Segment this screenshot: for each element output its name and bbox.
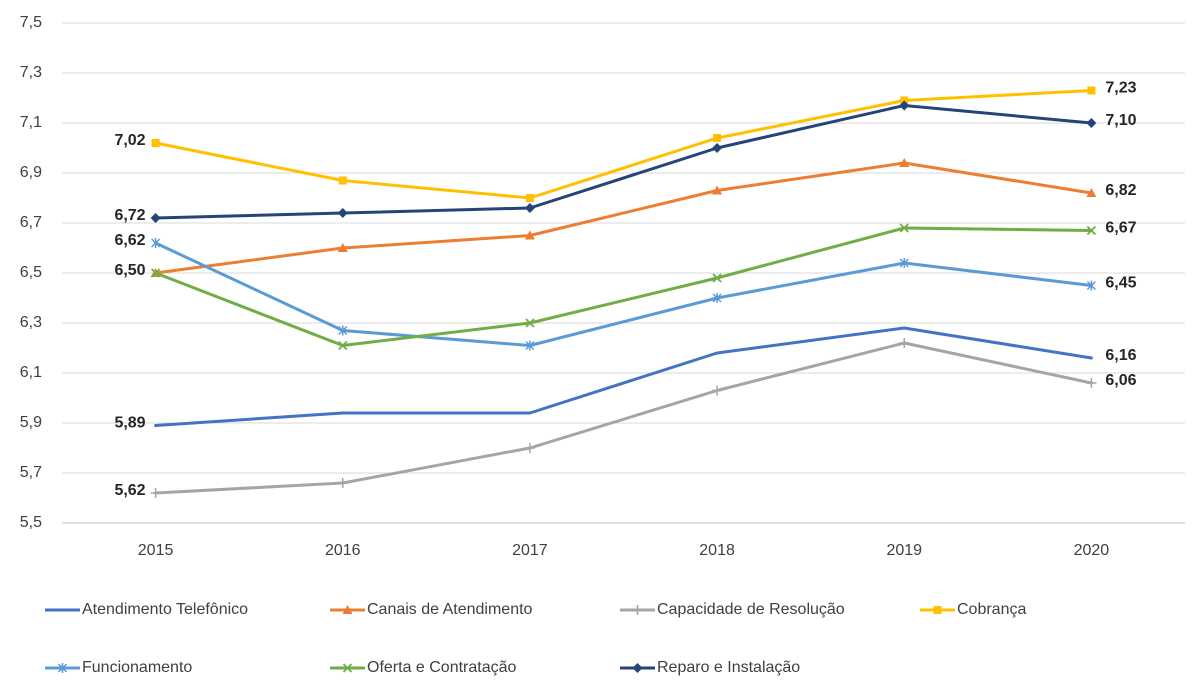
data-label: 6,50 — [114, 262, 145, 279]
series-marker — [337, 208, 348, 218]
series-marker — [899, 223, 909, 233]
series-marker — [525, 340, 535, 351]
y-tick-label: 6,9 — [20, 164, 42, 181]
data-label: 5,89 — [114, 415, 145, 432]
data-label: 5,62 — [114, 482, 145, 499]
y-tick-label: 6,5 — [20, 264, 42, 281]
legend-marker — [57, 663, 68, 673]
data-label: 6,67 — [1105, 220, 1136, 237]
series-marker — [1086, 378, 1097, 388]
x-tick-label: 2016 — [325, 542, 361, 559]
series-line — [154, 241, 1093, 347]
series-marker — [712, 293, 722, 303]
series-marker — [712, 385, 723, 396]
series-marker — [899, 158, 910, 167]
series-marker — [337, 243, 348, 252]
series-line — [154, 226, 1093, 347]
series-marker — [1086, 118, 1097, 128]
series-marker — [338, 340, 348, 351]
series-marker — [151, 139, 160, 147]
legend-marker — [933, 606, 942, 614]
series-marker — [713, 134, 722, 142]
y-tick-label: 7,3 — [20, 64, 42, 81]
y-tick-label: 6,1 — [20, 364, 42, 381]
data-label: 6,82 — [1105, 182, 1136, 199]
series-line — [154, 104, 1093, 220]
series-marker — [899, 100, 910, 111]
data-label: 7,02 — [114, 132, 145, 149]
y-tick-label: 7,1 — [20, 114, 42, 131]
series-marker — [150, 213, 161, 223]
y-tick-label: 5,9 — [20, 414, 42, 431]
series-marker — [524, 443, 535, 453]
y-tick-label: 5,7 — [20, 464, 42, 481]
series-line — [154, 341, 1093, 495]
data-label: 6,45 — [1105, 275, 1136, 292]
series-marker — [1086, 188, 1097, 197]
series-marker — [337, 478, 348, 488]
series-marker — [338, 176, 347, 185]
legend-marker — [342, 663, 353, 673]
data-label: 6,06 — [1105, 372, 1136, 389]
series-marker — [150, 268, 161, 278]
x-tick-label: 2015 — [138, 542, 174, 559]
series-marker — [525, 318, 535, 328]
x-tick-label: 2018 — [699, 542, 735, 559]
data-label: 7,23 — [1105, 80, 1136, 97]
series-marker — [899, 258, 909, 268]
series-marker — [712, 185, 723, 195]
series-marker — [524, 203, 535, 213]
legend-label: Atendimento Telefônico — [82, 601, 248, 618]
y-tick-label: 6,3 — [20, 314, 42, 331]
series-marker — [151, 238, 161, 248]
x-tick-label: 2020 — [1074, 542, 1110, 559]
x-tick-label: 2019 — [886, 542, 922, 559]
legend-label: Funcionamento — [82, 659, 192, 676]
data-label: 6,62 — [114, 232, 145, 249]
series-line — [154, 326, 1093, 427]
series-marker — [899, 338, 910, 348]
y-tick-label: 6,7 — [20, 214, 42, 231]
legend-label: Oferta e Contratação — [367, 659, 517, 676]
series-marker — [524, 230, 535, 240]
series-line — [154, 161, 1093, 275]
legend-marker — [632, 663, 643, 673]
legend-marker — [632, 605, 643, 615]
series-marker — [525, 194, 534, 202]
legend-label: Capacidade de Resolução — [657, 601, 845, 618]
legend-marker — [342, 605, 353, 614]
series-marker — [338, 325, 348, 336]
series-marker — [1087, 86, 1096, 95]
series-line — [154, 89, 1093, 200]
x-tick-label: 2017 — [512, 542, 548, 559]
series-marker — [150, 488, 161, 498]
data-label: 6,16 — [1105, 347, 1136, 364]
legend-label: Reparo e Instalação — [657, 659, 800, 676]
legend-label: Canais de Atendimento — [367, 601, 533, 618]
series-marker — [712, 143, 723, 153]
series-marker — [1086, 280, 1096, 291]
y-tick-label: 7,5 — [20, 14, 42, 31]
series-marker — [1086, 225, 1097, 236]
legend-label: Cobrança — [957, 601, 1026, 618]
y-tick-label: 5,5 — [20, 514, 42, 531]
data-label: 7,10 — [1105, 112, 1136, 129]
series-marker — [712, 273, 722, 283]
data-label: 6,72 — [114, 207, 145, 224]
